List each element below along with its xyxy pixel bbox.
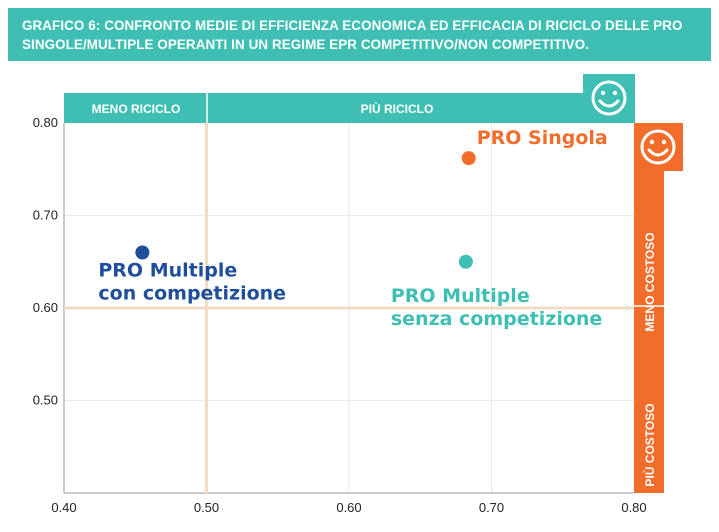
smiley-icon (640, 129, 676, 165)
data-point (458, 254, 473, 269)
tick-labels: 0.40 0.50 0.60 0.70 0.80 0.50 0.60 0.70 0.80 (33, 115, 647, 515)
x-tick-label: 0.40 (51, 500, 76, 515)
data-point-label: PRO Multiple (98, 260, 237, 282)
chart-title-banner: GRAFICO 6: CONFRONTO MEDIE DI EFFICIENZA… (8, 8, 711, 61)
y-tick-label: 0.60 (33, 300, 58, 315)
y-tick-label: 0.50 (33, 393, 58, 408)
data-point (461, 151, 476, 166)
smiley-icon (591, 80, 627, 116)
data-point-label: PRO Singola (477, 127, 608, 149)
data-point-label: con competizione (98, 283, 286, 305)
x-tick-label: 0.80 (621, 500, 646, 515)
cost-band (634, 123, 664, 493)
band-label-piu-costoso: PIÙ COSTOSO (642, 403, 657, 486)
data-point-label: PRO Multiple (391, 285, 530, 307)
x-tick-label: 0.50 (194, 500, 219, 515)
chart-title-line-1: GRAFICO 6: CONFRONTO MEDIE DI EFFICIENZA… (22, 18, 683, 33)
quadrant-dividers (64, 123, 634, 493)
band-label-piu-riciclo: PIÙ RICICLO (361, 101, 434, 116)
y-tick-label: 0.80 (33, 115, 58, 130)
data-point-label: senza competizione (391, 308, 602, 330)
x-tick-label: 0.60 (336, 500, 361, 515)
recycling-band (64, 93, 635, 123)
x-tick-label: 0.70 (479, 500, 504, 515)
data-point (135, 245, 150, 260)
chart-title-line-2: SINGOLE/MULTIPLE OPERANTI IN UN REGIME E… (22, 37, 590, 52)
band-label-meno-costoso: MENO COSTOSO (643, 232, 657, 331)
y-tick-label: 0.70 (33, 208, 58, 223)
band-label-meno-riciclo: MENO RICICLO (92, 102, 181, 116)
